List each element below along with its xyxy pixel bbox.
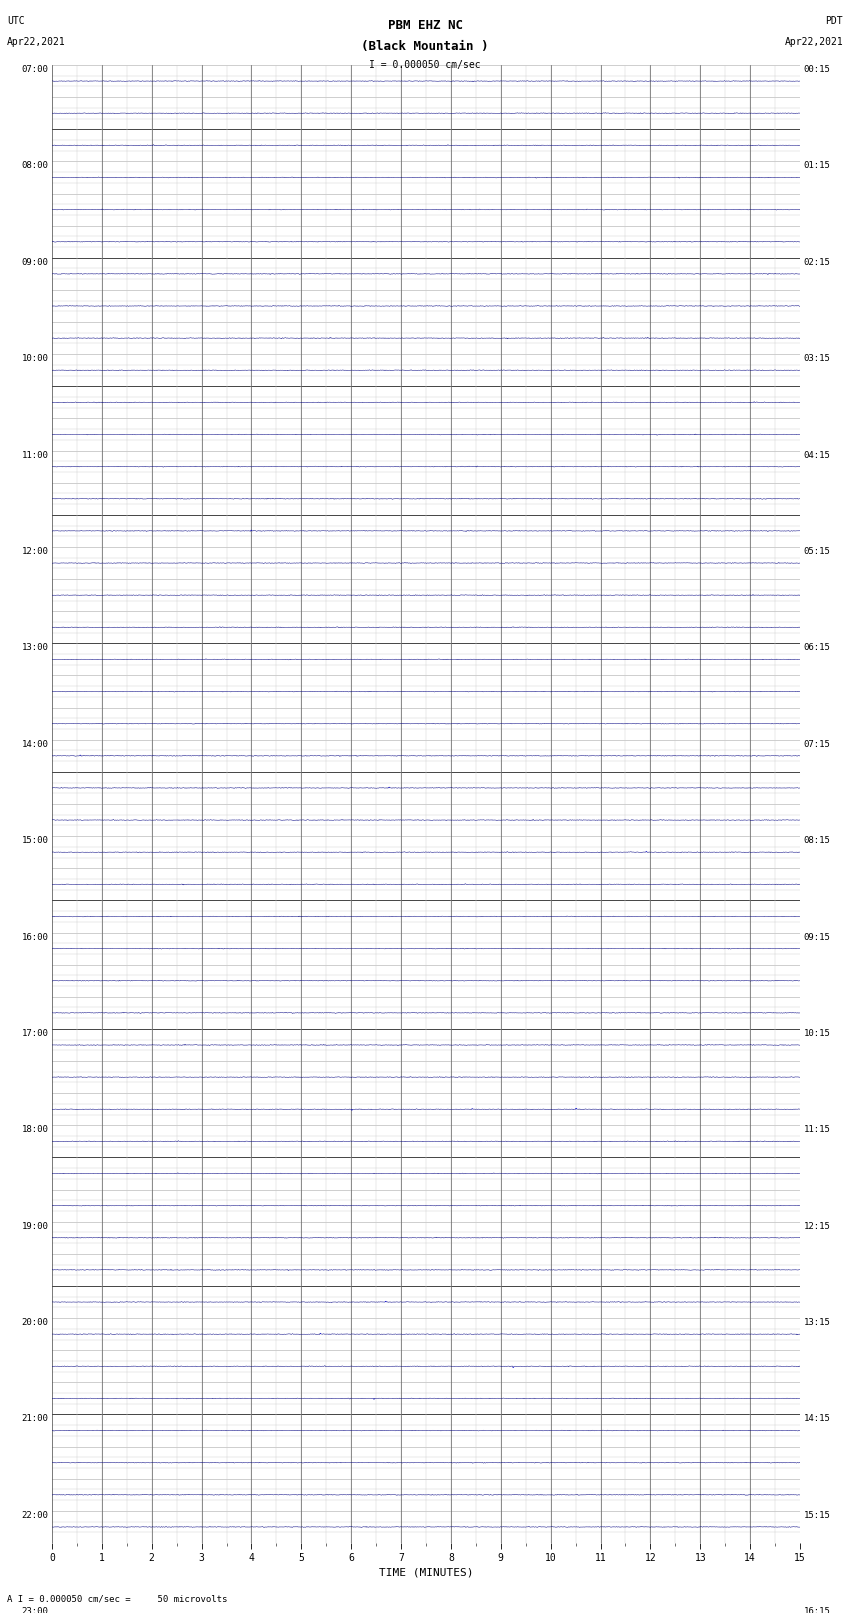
Text: 23:00: 23:00 (22, 1607, 48, 1613)
Text: 08:15: 08:15 (803, 836, 830, 845)
Text: 11:15: 11:15 (803, 1126, 830, 1134)
Text: UTC: UTC (7, 16, 25, 26)
Text: 20:00: 20:00 (22, 1318, 48, 1327)
Text: (Black Mountain ): (Black Mountain ) (361, 40, 489, 53)
Text: 19:00: 19:00 (22, 1221, 48, 1231)
Text: 06:15: 06:15 (803, 644, 830, 652)
Text: 01:15: 01:15 (803, 161, 830, 171)
Text: Apr22,2021: Apr22,2021 (785, 37, 843, 47)
Text: 09:00: 09:00 (22, 258, 48, 266)
Text: 10:15: 10:15 (803, 1029, 830, 1037)
Text: PBM EHZ NC: PBM EHZ NC (388, 19, 462, 32)
Text: 14:00: 14:00 (22, 740, 48, 748)
Text: 13:15: 13:15 (803, 1318, 830, 1327)
Text: 13:00: 13:00 (22, 644, 48, 652)
Text: 00:15: 00:15 (803, 65, 830, 74)
Text: I = 0.000050 cm/sec: I = 0.000050 cm/sec (369, 60, 481, 69)
Text: 14:15: 14:15 (803, 1415, 830, 1424)
Text: 12:00: 12:00 (22, 547, 48, 556)
Text: 02:15: 02:15 (803, 258, 830, 266)
Text: 22:00: 22:00 (22, 1511, 48, 1519)
Text: A I = 0.000050 cm/sec =     50 microvolts: A I = 0.000050 cm/sec = 50 microvolts (7, 1594, 227, 1603)
Text: 07:15: 07:15 (803, 740, 830, 748)
Text: 15:00: 15:00 (22, 836, 48, 845)
Text: 17:00: 17:00 (22, 1029, 48, 1037)
Text: 21:00: 21:00 (22, 1415, 48, 1424)
X-axis label: TIME (MINUTES): TIME (MINUTES) (379, 1568, 473, 1578)
Text: 03:15: 03:15 (803, 355, 830, 363)
Text: 16:00: 16:00 (22, 932, 48, 942)
Text: 16:15: 16:15 (803, 1607, 830, 1613)
Text: 15:15: 15:15 (803, 1511, 830, 1519)
Text: 10:00: 10:00 (22, 355, 48, 363)
Text: 18:00: 18:00 (22, 1126, 48, 1134)
Text: 08:00: 08:00 (22, 161, 48, 171)
Text: 07:00: 07:00 (22, 65, 48, 74)
Text: 04:15: 04:15 (803, 450, 830, 460)
Text: 12:15: 12:15 (803, 1221, 830, 1231)
Text: 11:00: 11:00 (22, 450, 48, 460)
Text: PDT: PDT (825, 16, 843, 26)
Text: Apr22,2021: Apr22,2021 (7, 37, 65, 47)
Text: 05:15: 05:15 (803, 547, 830, 556)
Text: 09:15: 09:15 (803, 932, 830, 942)
